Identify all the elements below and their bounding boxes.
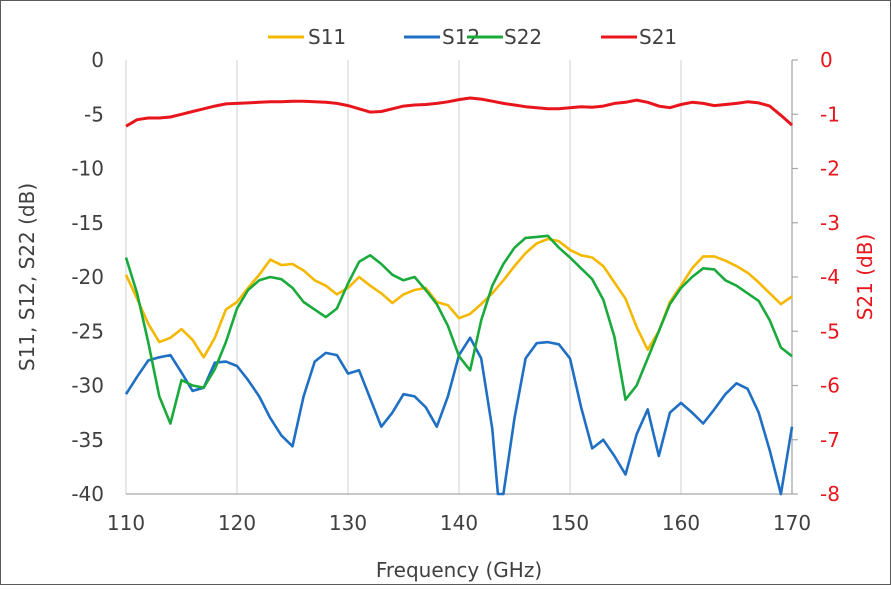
- y-right-tick-label: -5: [820, 319, 840, 343]
- x-tick-label: 130: [329, 511, 367, 535]
- y-left-tick-label: -10: [71, 157, 104, 181]
- y-left-tick-label: -20: [71, 265, 104, 289]
- y-left-tick-label: -25: [71, 319, 104, 343]
- legend-label-s11: S11: [308, 25, 346, 49]
- y-left-tick-label: -5: [84, 102, 104, 126]
- x-tick-label: 150: [551, 511, 589, 535]
- y-left-tick-label: 0: [91, 48, 104, 72]
- y-right-tick-label: 0: [820, 48, 833, 72]
- legend: S11 S12 S22 S21: [268, 25, 677, 49]
- y-right-tick-label: -7: [820, 428, 840, 452]
- y-left-tick-label: -30: [71, 374, 104, 398]
- x-tick-label: 120: [218, 511, 256, 535]
- y-left-tick-label: -40: [71, 482, 104, 506]
- x-tick-label: 140: [440, 511, 478, 535]
- legend-label-s22: S22: [504, 25, 542, 49]
- y-right-tick-label: -6: [820, 374, 840, 398]
- x-tick-label: 170: [773, 511, 811, 535]
- series-layer: [124, 96, 794, 496]
- y-right-tick-label: -3: [820, 211, 840, 235]
- x-axis-title: Frequency (GHz): [376, 558, 542, 582]
- y-right-tick-label: -8: [820, 482, 840, 506]
- y-right-tick-label: -2: [820, 157, 840, 181]
- series-line-s12: [124, 336, 794, 496]
- y-right-tick-label: -1: [820, 102, 840, 126]
- series-line-s22: [124, 234, 793, 425]
- y-axis-left-title: S11, S12, S22 (dB): [15, 183, 39, 371]
- legend-label-s21: S21: [639, 25, 677, 49]
- series-line-s21: [125, 96, 793, 128]
- x-tick-label: 110: [107, 511, 145, 535]
- y-left-tick-label: -35: [71, 428, 104, 452]
- series-line-s11: [124, 237, 793, 359]
- axes: [126, 59, 798, 495]
- x-tick-label: 160: [662, 511, 700, 535]
- y-axis-right-title: S21 (dB): [853, 234, 877, 321]
- y-left-tick-label: -15: [71, 211, 104, 235]
- tick-labels: 110 120 130 140 150 160 1700-5-10-15-20-25-30-…: [71, 48, 840, 535]
- y-right-tick-label: -4: [820, 265, 840, 289]
